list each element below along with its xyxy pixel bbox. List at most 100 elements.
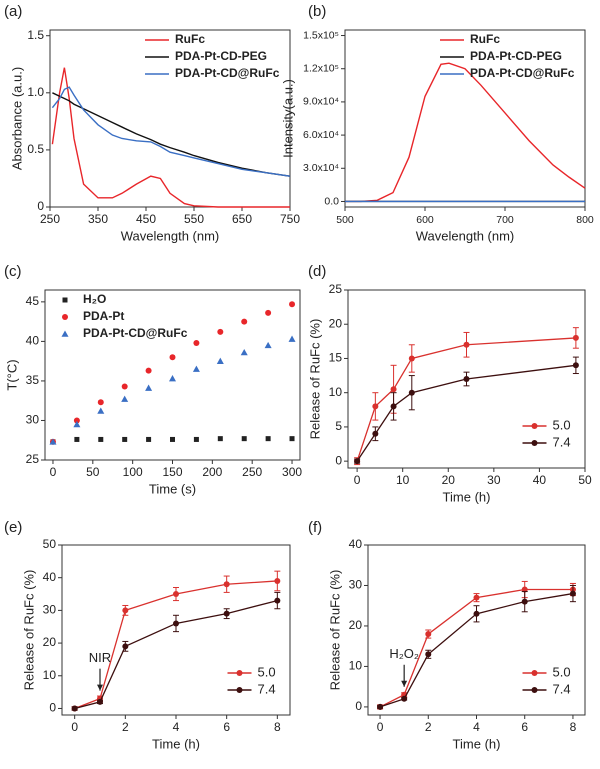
y-tick-label: 40 [43, 570, 57, 584]
annotation-arrowhead [401, 680, 408, 687]
x-tick-label: 650 [232, 212, 252, 226]
x-tick-label: 0 [377, 720, 384, 734]
x-tick-label: 6 [223, 720, 230, 734]
y-tick-label: 40 [26, 334, 40, 348]
legend-label: H₂O [83, 292, 106, 306]
legend-label: 7.4 [553, 434, 571, 449]
x-tick-label: 100 [123, 465, 143, 479]
data-point [425, 651, 432, 658]
y-tick-label: 10 [329, 385, 343, 399]
y-axis-label: Absorbance (a.u.) [9, 67, 24, 170]
panel-label: (a) [4, 3, 22, 20]
data-point [192, 365, 200, 372]
y-axis-label: Release of RuFc (%) [307, 319, 322, 440]
data-point [425, 631, 432, 638]
data-point [401, 695, 408, 702]
x-tick-label: 700 [496, 214, 514, 226]
y-tick-label: 50 [43, 537, 57, 551]
panel-label: (c) [4, 263, 22, 280]
x-axis-label: Time (h) [152, 736, 200, 751]
panel-label: (f) [308, 519, 322, 536]
y-tick-label: 1.5x10⁵ [303, 29, 339, 41]
legend-label: RuFc [470, 32, 500, 46]
y-tick-label: 25 [26, 452, 40, 466]
x-tick-label: 8 [570, 720, 577, 734]
y-tick-label: 10 [43, 668, 57, 682]
data-point [572, 334, 579, 341]
y-tick-label: 0 [335, 453, 342, 467]
y-tick-label: 0 [37, 199, 44, 213]
data-point [521, 586, 528, 593]
legend-marker [61, 330, 69, 337]
data-point [169, 354, 176, 361]
y-axis-label: Intensity(a.u.) [280, 79, 295, 158]
y-tick-label: 20 [349, 618, 363, 632]
data-point [372, 403, 379, 410]
legend-label: PDA-Pt-CD@RuFc [470, 66, 575, 80]
data-point [264, 341, 272, 349]
data-point [265, 309, 272, 316]
x-tick-label: 10 [396, 473, 410, 487]
data-point [372, 430, 379, 437]
x-tick-label: 350 [88, 212, 108, 226]
x-axis-label: Wavelength (nm) [416, 228, 515, 243]
plot-frame [49, 29, 291, 208]
y-tick-label: 15 [329, 351, 343, 365]
x-tick-label: 30 [487, 473, 501, 487]
legend-label: RuFc [175, 32, 205, 46]
data-point [265, 436, 271, 442]
y-tick-label: 20 [329, 316, 343, 330]
legend-marker [531, 670, 538, 676]
data-point [223, 581, 230, 588]
y-tick-label: 30 [43, 603, 57, 617]
y-tick-label: 3.0x10⁴ [303, 162, 339, 174]
data-point [274, 597, 281, 604]
plot-frame [347, 289, 586, 469]
y-axis-label: Release of RuFc (%) [21, 570, 36, 691]
data-point [217, 436, 223, 442]
y-tick-label: 6.0x10⁴ [303, 129, 339, 141]
data-point [73, 420, 81, 428]
x-tick-label: 300 [282, 465, 302, 479]
x-tick-label: 6 [521, 720, 528, 734]
x-axis-label: Time (h) [443, 489, 491, 504]
series-line [356, 364, 576, 462]
legend-label: 5.0 [258, 664, 276, 679]
annotation: NIR [89, 650, 111, 665]
x-tick-label: 250 [242, 465, 262, 479]
y-tick-label: 0 [355, 699, 362, 713]
data-point [288, 335, 296, 342]
x-tick-label: 150 [162, 465, 182, 479]
x-tick-label: 40 [533, 473, 547, 487]
x-axis-label: Time (h) [453, 736, 501, 751]
x-tick-label: 200 [202, 465, 222, 479]
data-point [377, 703, 384, 710]
y-tick-label: 20 [43, 635, 57, 649]
panel-label: (e) [4, 519, 22, 536]
data-point [390, 386, 397, 393]
data-point [473, 610, 480, 617]
data-point [121, 395, 129, 402]
panel-label: (b) [308, 3, 326, 20]
data-point [122, 436, 128, 442]
x-axis-label: Time (s) [149, 481, 196, 496]
data-point [173, 591, 179, 598]
legend-marker [236, 670, 243, 676]
y-tick-label: 1.5 [27, 28, 44, 42]
data-point [408, 355, 415, 362]
y-tick-label: 10 [349, 659, 363, 673]
x-tick-label: 500 [336, 214, 354, 226]
x-tick-label: 0 [71, 720, 78, 734]
x-tick-label: 750 [280, 212, 300, 226]
series-line [356, 337, 576, 462]
y-tick-label: 1.0 [27, 85, 44, 99]
legend-label: PDA-Pt [83, 309, 124, 323]
data-point [173, 620, 179, 627]
legend-marker [531, 440, 538, 446]
x-tick-label: 4 [473, 720, 480, 734]
y-axis-label: T(°C) [4, 359, 19, 390]
legend-marker [531, 687, 538, 693]
legend-label: PDA-Pt-CD-PEG [470, 49, 562, 63]
data-point [463, 376, 470, 382]
y-axis-label: Release of RuFc (%) [327, 570, 342, 691]
